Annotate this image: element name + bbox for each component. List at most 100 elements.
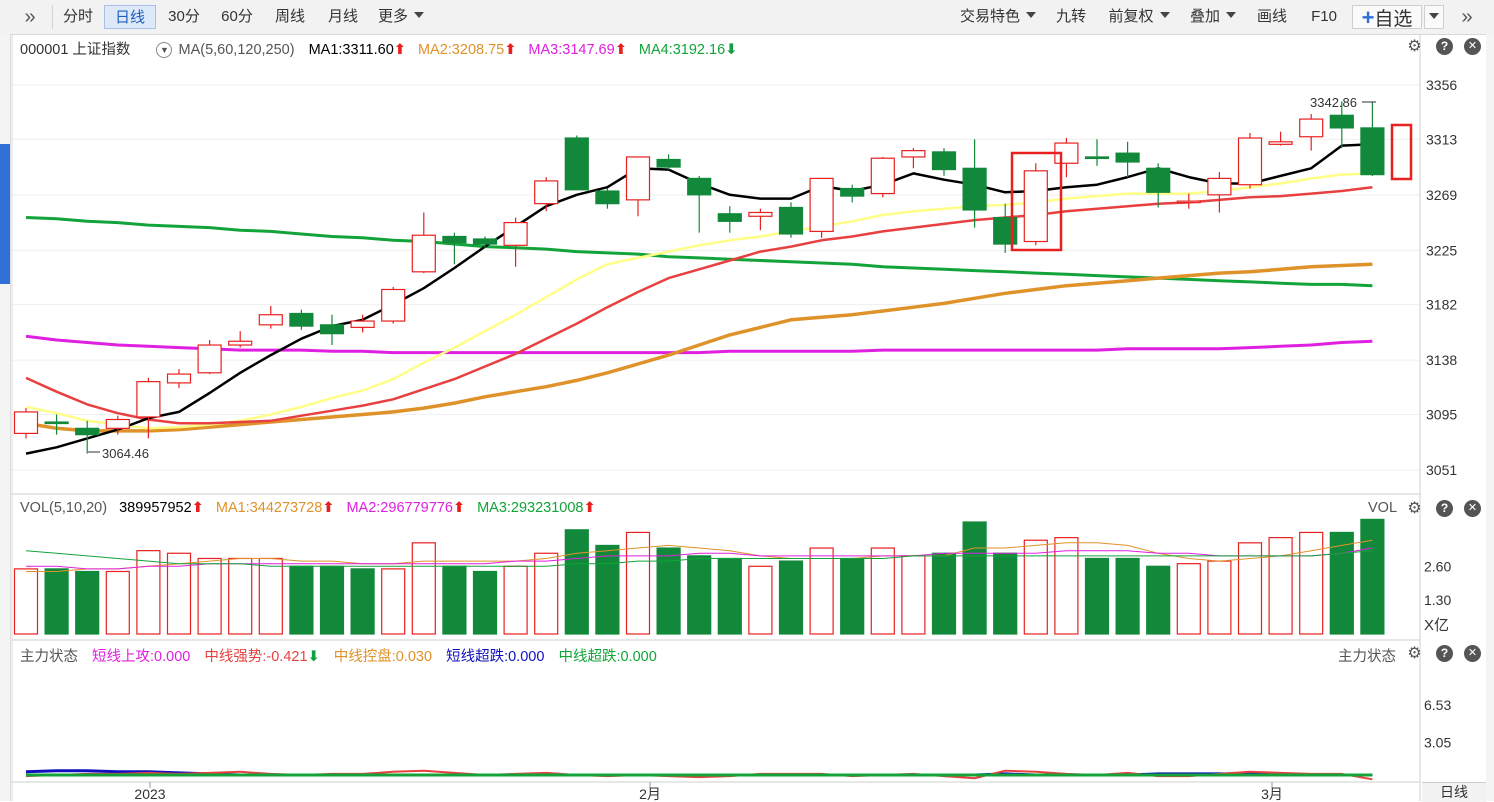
- arrow-up-icon: ⬆: [504, 42, 517, 58]
- ma-lines: [25, 143, 1373, 455]
- volume-bar-up: [1023, 539, 1048, 635]
- volume-bar-down: [717, 557, 742, 635]
- nine-turn-button[interactable]: 九转: [1055, 8, 1086, 25]
- overlay-dropdown[interactable]: 叠加: [1182, 5, 1244, 29]
- trade-features-dropdown[interactable]: 交易特色: [952, 5, 1044, 29]
- candle-up: [13, 411, 39, 434]
- gear-icon[interactable]: ⚙: [1407, 500, 1422, 517]
- stock-code-name: 000001 上证指数: [20, 42, 131, 58]
- candle-down: [1329, 114, 1354, 129]
- candle-down: [564, 137, 589, 191]
- help-icon[interactable]: ?: [1436, 500, 1453, 517]
- arrow-up-icon: ⬆: [583, 500, 596, 516]
- more-periods-dropdown[interactable]: 更多: [372, 5, 430, 29]
- candle-down: [75, 427, 100, 436]
- arrow-down-icon: ⬇: [725, 42, 738, 58]
- volume-bar-down: [1329, 531, 1354, 635]
- candle-down: [931, 151, 957, 171]
- candle-up: [1299, 118, 1324, 138]
- low-price-label: 3064.46: [102, 446, 149, 461]
- period-indicator[interactable]: 日线: [1422, 782, 1486, 802]
- volume-bar-up: [1207, 560, 1232, 635]
- period-button-60min[interactable]: 60分: [221, 8, 253, 25]
- volume-bar-down: [595, 544, 620, 635]
- volume-bar-up: [901, 555, 926, 635]
- indicator-s3: 中线控盘:0.030: [333, 649, 433, 665]
- candle-down: [778, 206, 804, 235]
- period-button-daily[interactable]: 日线: [104, 5, 156, 29]
- close-icon[interactable]: ✕: [1464, 645, 1481, 662]
- volume-bar-up: [228, 557, 253, 635]
- gear-icon[interactable]: ⚙: [1407, 645, 1422, 662]
- arrow-down-icon: ⬇: [307, 649, 320, 665]
- candle-up: [258, 314, 283, 326]
- left-side-tab-strip[interactable]: [0, 34, 11, 801]
- pane-frames: [11, 34, 1421, 801]
- ma-yellow-line: [25, 172, 1373, 430]
- period-button-30min[interactable]: 30分: [168, 8, 200, 25]
- volume-bar-up: [809, 547, 834, 635]
- ma3-line: [25, 334, 1373, 355]
- add-watchlist-button[interactable]: +自选: [1352, 5, 1422, 30]
- arrow-up-icon: ⬆: [452, 500, 466, 516]
- help-icon[interactable]: ?: [1436, 645, 1453, 662]
- volume-bar-down: [1084, 557, 1110, 635]
- candle-up: [809, 177, 834, 233]
- ma1-value: MA1:3311.60: [308, 42, 394, 58]
- candle-up: [350, 320, 375, 328]
- volume-bar-down: [472, 570, 498, 635]
- volume-bar-up: [13, 568, 39, 635]
- legend-dropdown-icon[interactable]: ▼: [156, 42, 173, 59]
- period-button-fenshi[interactable]: 分时: [62, 8, 93, 25]
- volume-bar-down: [319, 565, 345, 635]
- volume-bar-up: [197, 557, 222, 635]
- candle-down: [319, 324, 345, 335]
- ma-params: MA(5,60,120,250): [178, 42, 295, 58]
- candle-down: [1084, 156, 1110, 160]
- arrow-up-icon: ⬆: [191, 500, 204, 516]
- help-icon[interactable]: ?: [1436, 38, 1453, 55]
- volume-bar-up: [258, 557, 283, 635]
- volume-bar-up: [166, 552, 192, 635]
- candle-down: [687, 177, 712, 196]
- volume-bar-down: [993, 552, 1018, 635]
- left-side-active-tab[interactable]: [0, 144, 10, 284]
- toolbar-divider: [52, 5, 53, 29]
- highlight-box: [1010, 151, 1063, 252]
- candle-up: [1207, 177, 1232, 196]
- period-button-weekly[interactable]: 周线: [274, 8, 305, 25]
- volume-ma-line: [26, 547, 1373, 570]
- volume-bar-up: [1299, 531, 1324, 635]
- expand-double-chevron-icon[interactable]: »: [24, 6, 36, 28]
- indicator-s5: 中线超跌:0.000: [558, 649, 657, 665]
- volume-bar-up: [1237, 542, 1263, 635]
- f10-button[interactable]: F10: [1311, 8, 1337, 25]
- period-button-monthly[interactable]: 月线: [327, 8, 358, 25]
- candle-down: [289, 312, 314, 327]
- highlight-boxes: [1010, 123, 1413, 252]
- volume-bar-down: [656, 547, 681, 635]
- caret-down-icon: [414, 12, 424, 19]
- watchlist-dropdown[interactable]: [1424, 5, 1444, 29]
- x-tick-label: 2023: [134, 786, 165, 801]
- gear-icon[interactable]: ⚙: [1407, 38, 1422, 55]
- volume-bar-up: [625, 531, 651, 635]
- candle-down: [44, 421, 69, 425]
- close-icon[interactable]: ✕: [1464, 500, 1481, 517]
- price-tick-label: 3138: [1426, 352, 1457, 368]
- adjust-mode-dropdown[interactable]: 前复权: [1100, 5, 1178, 29]
- collapse-double-chevron-icon[interactable]: »: [1461, 6, 1473, 28]
- vol-tick-label: 2.60: [1424, 558, 1451, 574]
- arrow-up-icon: ⬆: [393, 42, 406, 58]
- candle-up: [136, 381, 161, 418]
- volume-bar-down: [44, 568, 69, 635]
- indicator-s1: 短线上攻:0.000: [92, 649, 191, 665]
- indicator-tick-label: 3.05: [1424, 734, 1451, 750]
- draw-line-button[interactable]: 画线: [1256, 8, 1287, 25]
- volume-bar-down: [962, 521, 987, 635]
- close-icon[interactable]: ✕: [1464, 38, 1481, 55]
- caret-down-icon: [1429, 13, 1439, 20]
- candle-up: [534, 180, 559, 205]
- adjust-mode-label: 前复权: [1108, 8, 1154, 25]
- volume-bar-up: [381, 568, 406, 635]
